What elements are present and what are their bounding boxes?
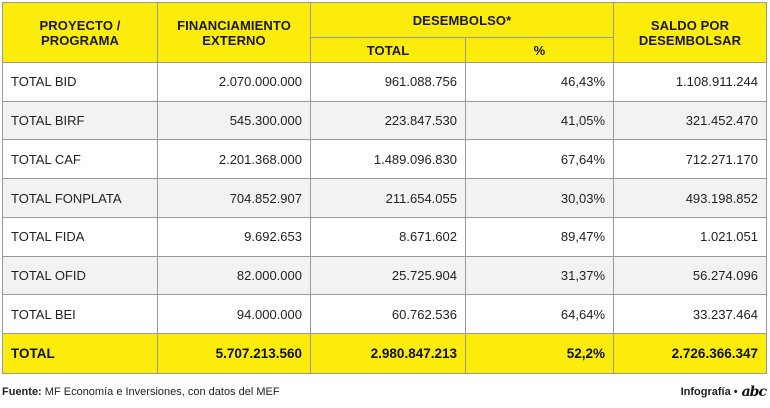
header-desembolso-label: DESEMBOLSO* (412, 12, 512, 28)
row-saldo: 33.237.464 (613, 294, 767, 335)
row-name: TOTAL OFID (2, 255, 158, 296)
row-name: TOTAL BID (2, 62, 158, 102)
credit-label: Infografía • (680, 386, 738, 398)
row-desembolso-pct: 64,64% (465, 294, 614, 335)
table-row: TOTAL FIDA 9.692.653 8.671.602 89,47% 1.… (2, 216, 767, 257)
table-row: TOTAL BIRF 545.300.000 223.847.530 41,05… (2, 100, 767, 141)
header-desembolso-pct: % (465, 37, 614, 63)
header-saldo: SALDO POR DESEMBOLSAR (613, 2, 767, 63)
row-name: TOTAL BEI (2, 294, 158, 335)
row-financiamiento: 94.000.000 (157, 294, 311, 335)
row-financiamiento: 82.000.000 (157, 255, 311, 296)
footer: Fuente: MF Economía e Inversiones, con d… (2, 378, 767, 406)
total-financiamiento: 5.707.213.560 (157, 333, 311, 374)
header-desembolso: DESEMBOLSO* (310, 2, 614, 38)
row-saldo: 493.198.852 (613, 178, 767, 218)
row-desembolso-pct: 46,43% (465, 62, 614, 102)
row-saldo: 1.021.051 (613, 216, 767, 257)
row-desembolso-total: 60.762.536 (310, 294, 466, 335)
row-name: TOTAL BIRF (2, 100, 158, 141)
header-proyecto-label: PROYECTO / PROGRAMA (39, 17, 121, 48)
header-financiamiento: FINANCIAMIENTO EXTERNO (157, 2, 311, 63)
row-name: TOTAL FIDA (2, 216, 158, 257)
header-saldo-label: SALDO POR DESEMBOLSAR (638, 17, 742, 48)
row-desembolso-pct: 41,05% (465, 100, 614, 141)
source-note: Fuente: MF Economía e Inversiones, con d… (2, 386, 280, 398)
header-financiamiento-label: FINANCIAMIENTO EXTERNO (177, 17, 291, 48)
credit: Infografía • abc (680, 384, 767, 400)
row-financiamiento: 2.201.368.000 (157, 139, 311, 180)
table-row: TOTAL BEI 94.000.000 60.762.536 64,64% 3… (2, 294, 767, 335)
total-saldo: 2.726.366.347 (613, 333, 767, 374)
abc-logo: abc (741, 384, 767, 400)
table-row: TOTAL FONPLATA 704.852.907 211.654.055 3… (2, 178, 767, 218)
row-saldo: 56.274.096 (613, 255, 767, 296)
row-name: TOTAL CAF (2, 139, 158, 180)
row-desembolso-pct: 31,37% (465, 255, 614, 296)
financing-table: PROYECTO / PROGRAMA FINANCIAMIENTO EXTER… (2, 2, 767, 374)
source-text: MF Economía e Inversiones, con datos del… (44, 386, 280, 398)
table-row: TOTAL BID 2.070.000.000 961.088.756 46,4… (2, 62, 767, 102)
row-desembolso-total: 223.847.530 (310, 100, 466, 141)
row-desembolso-pct: 30,03% (465, 178, 614, 218)
row-financiamiento: 545.300.000 (157, 100, 311, 141)
row-saldo: 1.108.911.244 (613, 62, 767, 102)
row-name: TOTAL FONPLATA (2, 178, 158, 218)
total-desembolso-pct: 52,2% (465, 333, 614, 374)
total-name: TOTAL (2, 333, 158, 374)
row-desembolso-total: 211.654.055 (310, 178, 466, 218)
row-saldo: 321.452.470 (613, 100, 767, 141)
table-row: TOTAL CAF 2.201.368.000 1.489.096.830 67… (2, 139, 767, 180)
row-desembolso-total: 1.489.096.830 (310, 139, 466, 180)
row-desembolso-total: 961.088.756 (310, 62, 466, 102)
row-financiamiento: 2.070.000.000 (157, 62, 311, 102)
row-saldo: 712.271.170 (613, 139, 767, 180)
row-desembolso-pct: 67,64% (465, 139, 614, 180)
header-proyecto: PROYECTO / PROGRAMA (2, 2, 158, 63)
row-financiamiento: 704.852.907 (157, 178, 311, 218)
total-desembolso-total: 2.980.847.213 (310, 333, 466, 374)
row-desembolso-pct: 89,47% (465, 216, 614, 257)
table-row: TOTAL OFID 82.000.000 25.725.904 31,37% … (2, 255, 767, 296)
source-label: Fuente: (2, 386, 42, 398)
header-desembolso-total: TOTAL (310, 37, 466, 63)
row-financiamiento: 9.692.653 (157, 216, 311, 257)
row-desembolso-total: 25.725.904 (310, 255, 466, 296)
row-desembolso-total: 8.671.602 (310, 216, 466, 257)
total-row: TOTAL 5.707.213.560 2.980.847.213 52,2% … (2, 333, 767, 374)
